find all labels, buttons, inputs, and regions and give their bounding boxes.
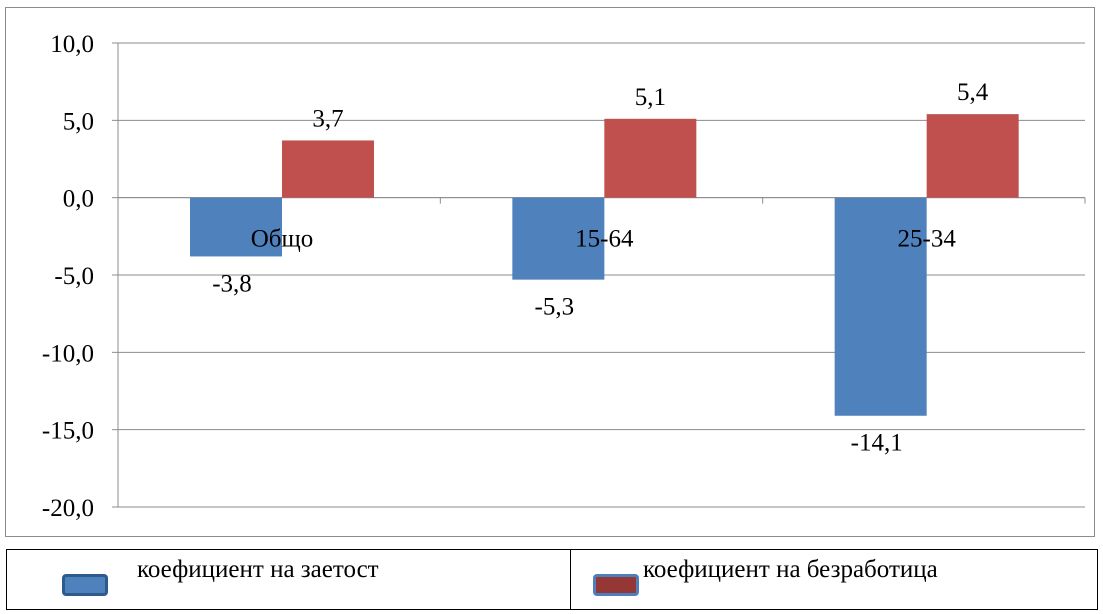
y-tick-label: -20,0 bbox=[42, 495, 94, 522]
category-label: 25-34 bbox=[898, 226, 957, 253]
legend-item-employment: коефициент на заетост bbox=[7, 550, 571, 609]
bar bbox=[190, 197, 282, 257]
legend: коефициент на заетост коефициент на безр… bbox=[6, 549, 1098, 610]
data-label: 5,4 bbox=[957, 79, 989, 106]
category-label: 15-64 bbox=[575, 226, 634, 253]
bar-chart: 10,0 5,0 0,0 -5,0 -10,0 -15,0 -20,0 -3,8 -5,3 -14… bbox=[42, 31, 1086, 522]
data-label: 5,1 bbox=[635, 84, 666, 111]
y-tick-label: -5,0 bbox=[54, 263, 94, 290]
chart-frame bbox=[5, 7, 1095, 537]
y-tick-label: 10,0 bbox=[50, 31, 94, 58]
data-label: -3,8 bbox=[212, 270, 252, 297]
y-tick-label: 5,0 bbox=[63, 108, 94, 135]
data-label: -14,1 bbox=[851, 430, 903, 457]
data-label: 3,7 bbox=[312, 105, 343, 132]
legend-swatch-employment bbox=[62, 574, 108, 596]
bar bbox=[926, 114, 1019, 198]
legend-swatch-unemployment bbox=[593, 574, 639, 596]
y-tick-label: -10,0 bbox=[42, 340, 94, 367]
legend-item-unemployment: коефициент на безработица bbox=[571, 550, 1097, 609]
legend-label-unemployment: коефициент на безработица bbox=[643, 556, 938, 583]
category-label: Общо bbox=[251, 226, 314, 253]
bar bbox=[604, 118, 697, 198]
y-tick-label: 0,0 bbox=[63, 186, 94, 213]
bar bbox=[282, 140, 374, 198]
y-tick-label: -15,0 bbox=[42, 418, 94, 445]
bar bbox=[512, 197, 605, 280]
data-label: -5,3 bbox=[535, 294, 575, 321]
bar bbox=[834, 197, 927, 416]
legend-label-employment: коефициент на заетост bbox=[137, 556, 379, 583]
